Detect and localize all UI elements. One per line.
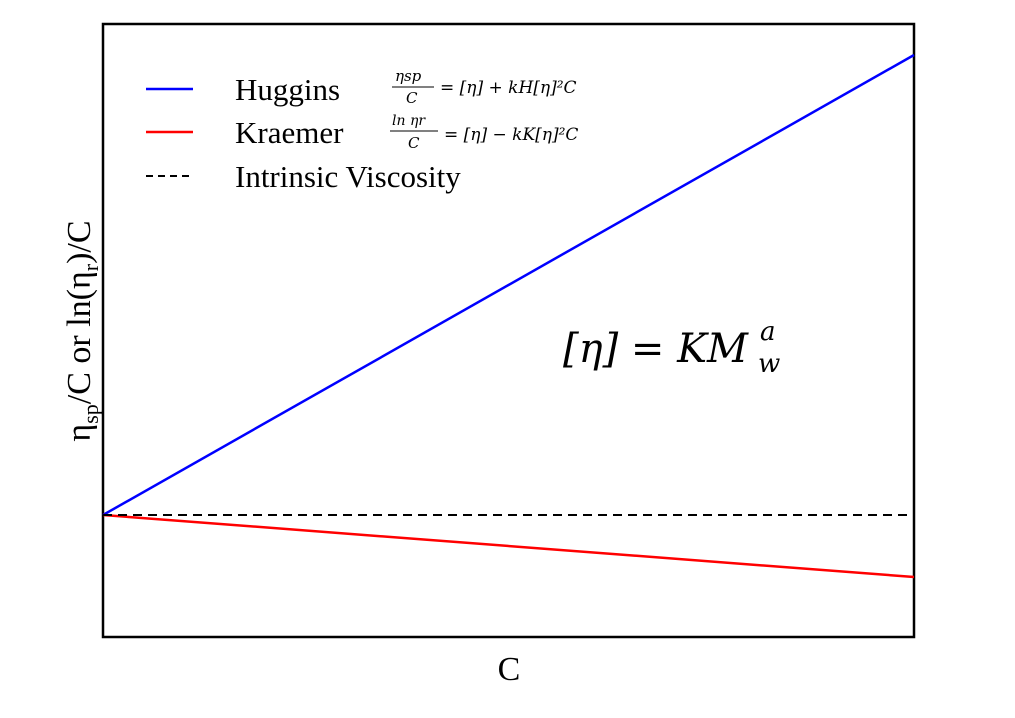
huggins-eq-denominator: C (406, 89, 418, 107)
x-axis-label: C (498, 651, 521, 688)
y-axis-label: ηsp/C or ln(ηr)/C (61, 220, 103, 441)
kraemer-eq-numerator: ln ηr (392, 113, 426, 129)
huggins-line (102, 53, 915, 517)
y-label-eta: η (61, 424, 98, 442)
mark-houwink-annotation: [η] = KM w a (563, 317, 780, 379)
legend-label-huggins: Huggins (235, 72, 340, 107)
huggins-eq-numerator: ηsp (395, 67, 422, 85)
kraemer-equation: ln ηr C = [η] − kK[η]²C (390, 113, 578, 152)
annotation-main: [η] = KM (563, 326, 749, 372)
y-label-sub-sp: sp (78, 404, 103, 424)
huggins-eq-rhs: = [η] + kH[η]²C (440, 78, 577, 98)
y-label-end: )/C (61, 220, 98, 263)
plot-frame (101, 22, 916, 639)
svg-text:ηsp/C or ln(ηr)/C: ηsp/C or ln(ηr)/C (61, 220, 103, 441)
legend-label-kraemer: Kraemer (235, 115, 344, 150)
kraemer-line (102, 513, 915, 579)
kraemer-eq-rhs: = [η] − kK[η]²C (444, 125, 578, 145)
y-label-mid: /C or ln(η (61, 271, 98, 404)
legend-label-intrinsic-viscosity: Intrinsic Viscosity (235, 159, 461, 194)
kraemer-eq-denominator: C (408, 134, 420, 152)
annotation-subscript: w (758, 349, 780, 379)
y-label-sub-r: r (78, 263, 103, 271)
legend: Huggins Kraemer Intrinsic Viscosity ηsp … (146, 67, 578, 194)
huggins-equation: ηsp C = [η] + kH[η]²C (392, 67, 577, 107)
annotation-superscript: a (760, 317, 776, 347)
